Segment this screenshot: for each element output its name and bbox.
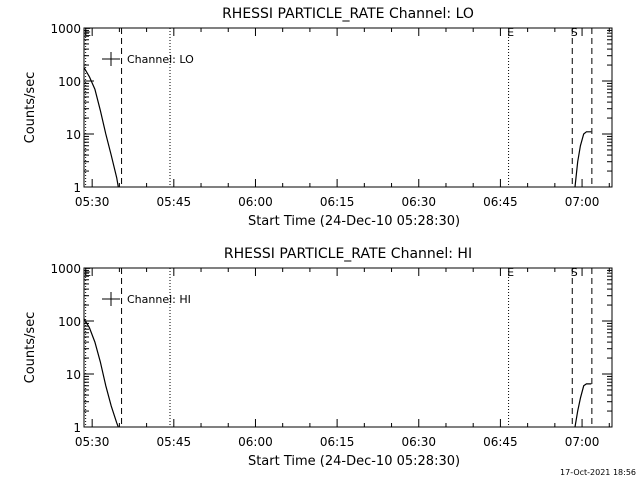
footer-timestamp: 17-Oct-2021 18:56 — [560, 468, 636, 477]
x-tick-label: 05:45 — [157, 195, 192, 209]
y-tick-label: 10 — [66, 128, 81, 142]
y-tick-label: 1 — [73, 181, 81, 195]
chart-title: RHESSI PARTICLE_RATE Channel: LO — [222, 6, 474, 22]
y-tick-label: 1000 — [50, 262, 81, 276]
x-axis-label: Start Time (24-Dec-10 05:28:30) — [248, 214, 460, 229]
x-tick-label: 06:15 — [320, 195, 355, 209]
y-tick-label: 1 — [73, 421, 81, 435]
x-tick-label: 07:00 — [565, 195, 600, 209]
series-line — [83, 318, 119, 428]
x-tick-label: 06:00 — [238, 435, 273, 449]
x-tick-label: 06:45 — [483, 195, 518, 209]
series-line — [83, 67, 119, 188]
y-axis-label: Counts/sec — [23, 312, 38, 384]
marker-label: S — [571, 266, 578, 279]
plot-frame — [83, 27, 613, 188]
marker-label: E — [507, 266, 514, 279]
chart-title: RHESSI PARTICLE_RATE Channel: HI — [224, 246, 472, 262]
y-tick-label: 10 — [66, 368, 81, 382]
marker-label: S — [571, 26, 578, 39]
x-tick-label: 05:45 — [157, 435, 192, 449]
legend-label: Channel: LO — [127, 53, 194, 66]
y-tick-label: 100 — [58, 75, 81, 89]
chart-panel-2: RHESSI PARTICLE_RATE Channel: HI 1 10 100 10… — [23, 246, 613, 469]
x-tick-label: 06:15 — [320, 435, 355, 449]
legend-label: Channel: HI — [127, 293, 191, 306]
x-tick-label: 06:00 — [238, 195, 273, 209]
y-tick-label: 100 — [58, 315, 81, 329]
marker-label: E — [84, 266, 91, 279]
y-axis-label: Counts/sec — [23, 72, 38, 144]
x-tick-label: 07:00 — [565, 435, 600, 449]
x-tick-label: 05:30 — [75, 195, 110, 209]
plot-frame — [83, 267, 613, 428]
marker-label: E — [507, 26, 514, 39]
x-tick-label: 06:30 — [401, 435, 436, 449]
series-line — [574, 383, 592, 428]
marker-label: E — [84, 26, 91, 39]
chart-panel-1: RHESSI PARTICLE_RATE Channel: LO 1 10 100 10… — [23, 6, 613, 229]
y-tick-label: 1000 — [50, 22, 81, 36]
x-axis-label: Start Time (24-Dec-10 05:28:30) — [248, 454, 460, 469]
series-line — [574, 131, 592, 188]
x-tick-label: 05:30 — [75, 435, 110, 449]
x-tick-label: 06:30 — [401, 195, 436, 209]
x-tick-label: 06:45 — [483, 435, 518, 449]
